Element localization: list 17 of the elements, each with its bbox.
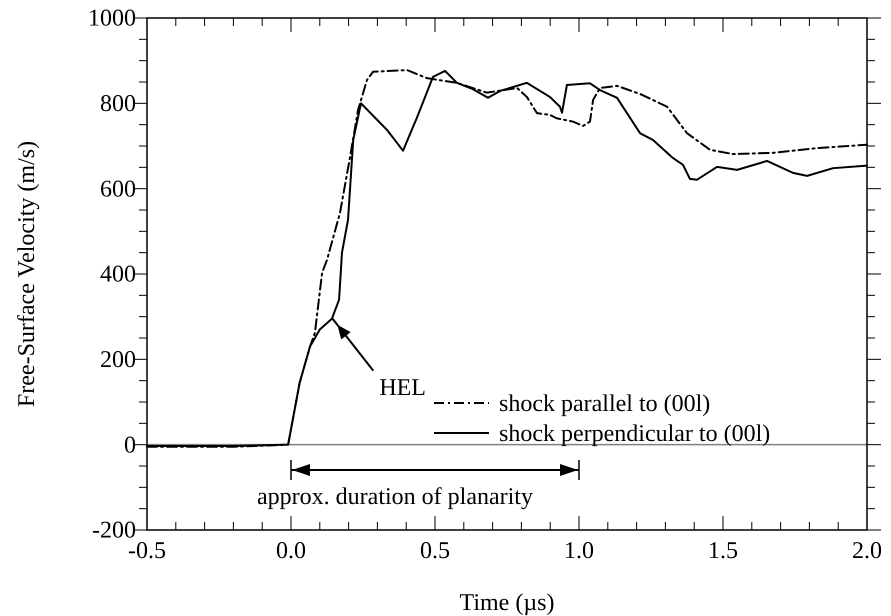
x-tick-label: 1.0 — [564, 538, 594, 564]
y-axis-title: Free-Surface Velocity (m/s) — [14, 140, 40, 408]
x-axis-title: Time (µs) — [460, 590, 554, 616]
annotation: HEL — [379, 374, 426, 401]
x-tick-label: 2.0 — [852, 538, 882, 564]
legend-label: shock parallel to (00l) — [499, 391, 710, 417]
legend-label: shock perpendicular to (00l) — [499, 421, 770, 447]
x-tick-label: 0.0 — [276, 538, 306, 564]
y-tick-label: 0 — [124, 432, 136, 458]
y-tick-label: 1000 — [88, 6, 136, 32]
x-tick-label: 1.5 — [708, 538, 738, 564]
y-tick-label: 200 — [100, 347, 136, 374]
y-tick-label: 400 — [100, 262, 136, 288]
x-tick-label: 0.5 — [420, 538, 450, 564]
annotation: approx. duration of planarity — [257, 484, 533, 510]
y-tick-label: 600 — [100, 176, 136, 202]
y-tick-label: 800 — [100, 91, 136, 118]
